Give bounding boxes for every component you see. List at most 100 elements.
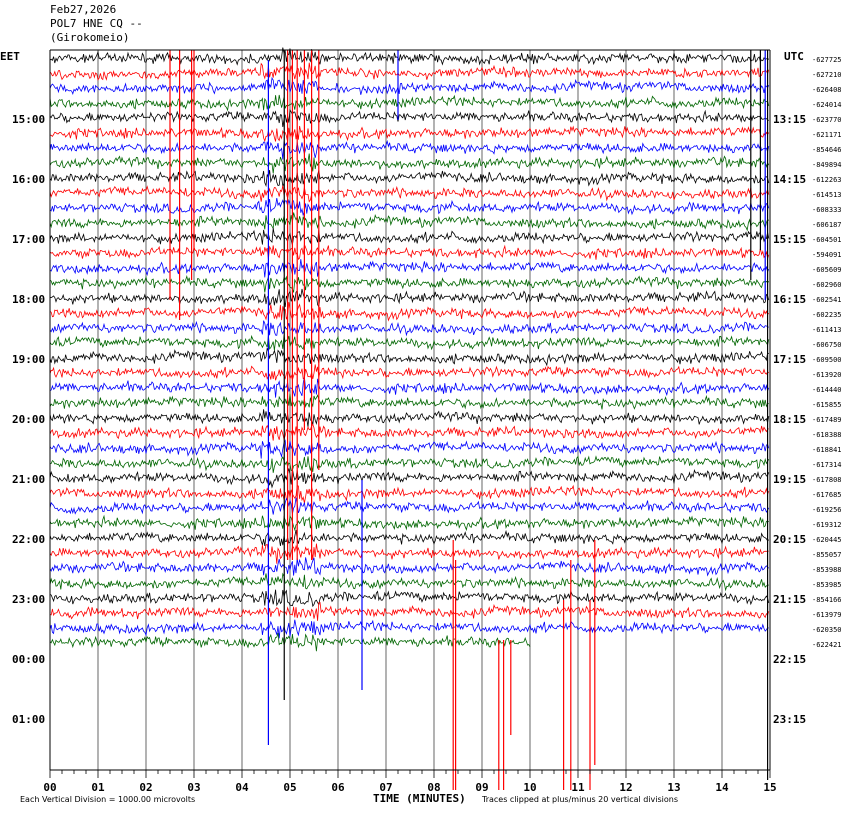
trace-offset-label: -602541: [812, 296, 842, 304]
x-tick-label-15: 15: [763, 781, 776, 794]
trace-0: [49, 47, 770, 66]
trace-offset-label: -618841: [812, 446, 842, 454]
trace-38: [49, 619, 770, 639]
trace-offset-label: -606750: [812, 341, 842, 349]
left-time-label: 20:00: [12, 413, 45, 426]
left-time-label: 19:00: [12, 353, 45, 366]
x-tick-label-08: 08: [427, 781, 440, 794]
trace-34: [49, 557, 770, 577]
timezone-right-label: UTC: [784, 50, 804, 63]
x-tick-label-13: 13: [667, 781, 680, 794]
grid-lines: [49, 50, 771, 770]
trace-offset-label: -849894: [812, 161, 842, 169]
trace-32: [49, 529, 770, 547]
trace-35: [49, 572, 769, 592]
trace-30: [49, 497, 770, 515]
left-time-label: 21:00: [12, 473, 45, 486]
header-location: (Girokomeio): [50, 31, 130, 44]
trace-36: [49, 589, 770, 608]
right-time-label: 22:15: [773, 653, 806, 666]
trace-offset-label: -619256: [812, 506, 842, 514]
trace-offset-label: -614440: [812, 386, 842, 394]
trace-23: [49, 393, 769, 410]
trace-offset-label: -602235: [812, 311, 842, 319]
trace-offset-label: -854166: [812, 596, 842, 604]
trace-offset-label: -611413: [812, 326, 842, 334]
right-time-label: 18:15: [773, 413, 806, 426]
right-time-label: 23:15: [773, 713, 806, 726]
x-axis-title: TIME (MINUTES): [373, 792, 466, 805]
trace-7: [49, 153, 770, 174]
x-tick-label-07: 07: [379, 781, 392, 794]
trace-24: [49, 409, 770, 428]
trace-offset-label: -609500: [812, 356, 842, 364]
clipped-spikes: [169, 50, 769, 790]
right-time-label: 15:15: [773, 233, 806, 246]
trace-offset-label: -608333: [812, 206, 842, 214]
header-date: Feb27,2026: [50, 3, 117, 16]
trace-offset-label: -617808: [812, 476, 842, 484]
trace-offset-label: -594091: [812, 251, 842, 259]
trace-offset-label: -618388: [812, 431, 842, 439]
trace-offset-label: -853985: [812, 581, 842, 589]
trace-22: [49, 376, 770, 398]
x-tick-label-01: 01: [91, 781, 105, 794]
trace-5: [49, 125, 770, 143]
trace-offset-label: -614513: [812, 191, 842, 199]
left-time-label: 18:00: [12, 293, 45, 306]
trace-2: [49, 76, 770, 96]
trace-16: [49, 288, 770, 309]
trace-27: [49, 455, 770, 473]
seismic-traces: [49, 47, 770, 652]
trace-20: [49, 347, 769, 367]
trace-21: [49, 364, 770, 382]
trace-19: [49, 334, 770, 351]
x-tick-label-05: 05: [283, 781, 296, 794]
trace-offset-label: -626408: [812, 86, 842, 94]
trace-11: [49, 212, 770, 232]
trace-offset-label: -623770: [812, 116, 842, 124]
x-tick-label-12: 12: [619, 781, 632, 794]
trace-offset-label: -855057: [812, 551, 842, 559]
trace-17: [49, 302, 770, 322]
trace-offset-label: -622421: [812, 641, 842, 649]
trace-offset-label: -617314: [812, 461, 842, 469]
left-time-label: 16:00: [12, 173, 45, 186]
trace-31: [49, 514, 770, 532]
trace-10: [49, 198, 770, 216]
x-tick-label-03: 03: [187, 781, 200, 794]
trace-offset-label: -606187: [812, 221, 842, 229]
trace-18: [49, 320, 770, 337]
x-tick-label-02: 02: [139, 781, 152, 794]
x-tick-label-10: 10: [523, 781, 536, 794]
clip-note: Traces clipped at plus/minus 20 vertical…: [482, 795, 679, 804]
trace-offset-label: -621171: [812, 131, 842, 139]
trace-offset-label: -627210: [812, 71, 842, 79]
trace-8: [49, 170, 770, 188]
trace-offset-label: -604501: [812, 236, 842, 244]
right-time-label: 14:15: [773, 173, 806, 186]
right-time-label: 13:15: [773, 113, 806, 126]
axis-labels: 00 01 02 03 04 05 06 07 08 09 10 11 12 13 14 15 15:00 16:…: [12, 56, 842, 794]
right-time-label: 19:15: [773, 473, 806, 486]
trace-26: [49, 439, 770, 459]
left-time-label: 00:00: [12, 653, 45, 666]
left-time-label: 23:00: [12, 593, 45, 606]
right-time-label: 20:15: [773, 533, 806, 546]
trace-14: [49, 259, 770, 278]
timezone-left-label: EET: [0, 50, 20, 63]
trace-offset-label: -854646: [812, 146, 842, 154]
trace-13: [49, 244, 770, 260]
trace-39: [49, 632, 531, 652]
right-time-label: 17:15: [773, 353, 806, 366]
trace-37: [49, 602, 770, 621]
left-time-label: 22:00: [12, 533, 45, 546]
trace-offset-label: -602960: [812, 281, 842, 289]
header-station: POL7 HNE CQ --: [50, 17, 143, 30]
trace-offset-label: -627725: [812, 56, 842, 64]
trace-29: [49, 484, 770, 504]
scale-note: Each Vertical Division = 1000.00 microvo…: [20, 795, 196, 804]
trace-offset-label: -615855: [812, 401, 842, 409]
trace-offset-label: -853988: [812, 566, 842, 574]
